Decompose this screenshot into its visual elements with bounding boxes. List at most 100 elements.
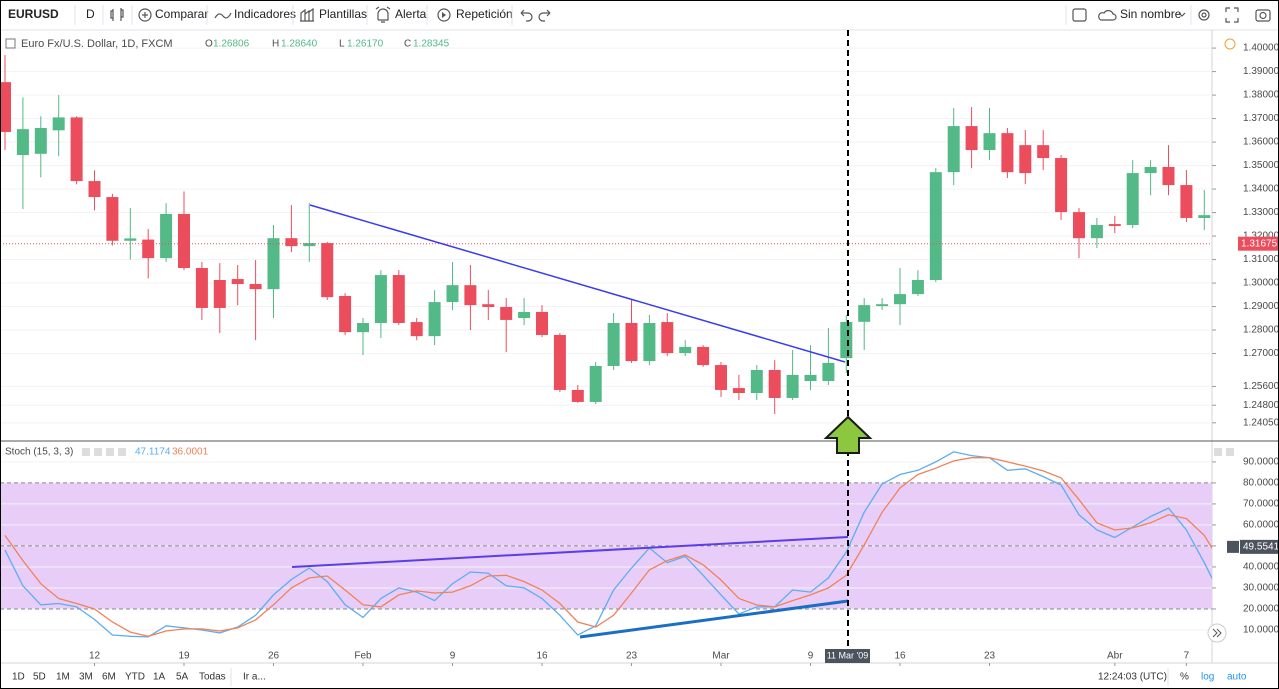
stoch-icon[interactable] bbox=[94, 448, 102, 456]
stoch-icon[interactable] bbox=[118, 448, 126, 456]
candle-body bbox=[88, 181, 101, 198]
fullscreen-button[interactable] bbox=[1225, 7, 1239, 23]
redo-button[interactable] bbox=[538, 9, 551, 22]
range-button[interactable]: YTD bbox=[125, 672, 145, 683]
compare-icon[interactable] bbox=[138, 8, 152, 22]
range-button[interactable]: 6M bbox=[102, 672, 116, 683]
replay-button[interactable]: Repetición bbox=[456, 7, 513, 21]
range-button[interactable]: Todas bbox=[199, 672, 226, 683]
compare-button[interactable]: Comparar bbox=[155, 7, 208, 21]
x-tick-label: 23 bbox=[626, 651, 638, 662]
legend-open: 1.26806 bbox=[213, 39, 250, 50]
templates-button[interactable]: Plantillas bbox=[319, 7, 367, 21]
x-tick-label: Abr bbox=[1107, 651, 1123, 662]
candle-body bbox=[679, 346, 692, 354]
candle-body bbox=[1144, 166, 1157, 174]
goto-button[interactable]: Ir a... bbox=[243, 672, 266, 683]
range-button[interactable]: 3M bbox=[79, 672, 93, 683]
candle-body bbox=[303, 243, 316, 247]
range-button[interactable]: 1D bbox=[12, 672, 25, 683]
candle-body bbox=[1090, 225, 1103, 239]
stoch-icon[interactable] bbox=[82, 448, 90, 456]
price-trendline bbox=[309, 204, 846, 363]
stoch-line bbox=[4, 457, 1212, 637]
candle-body bbox=[1108, 224, 1121, 226]
candle-body bbox=[1019, 145, 1032, 174]
candle-body bbox=[840, 321, 853, 359]
x-tick-label: 12 bbox=[89, 651, 101, 662]
log-toggle[interactable]: log bbox=[1201, 672, 1214, 683]
candle-body bbox=[339, 295, 352, 333]
indicators-icon[interactable] bbox=[214, 12, 232, 19]
stoch-line bbox=[4, 451, 1212, 638]
y-tick-label: 1.25600 bbox=[1243, 381, 1279, 392]
pane-button[interactable] bbox=[1214, 448, 1222, 456]
alert-marker[interactable] bbox=[1224, 38, 1236, 50]
y-tick-label: 20.0000 bbox=[1243, 604, 1279, 615]
range-button[interactable]: 1M bbox=[56, 672, 70, 683]
layout-icon[interactable] bbox=[1072, 8, 1087, 22]
candle-body bbox=[1126, 173, 1139, 226]
alert-icon[interactable] bbox=[375, 6, 391, 23]
candle-body bbox=[249, 283, 262, 290]
undo-button[interactable] bbox=[520, 9, 533, 22]
candle-body bbox=[786, 374, 799, 398]
indicators-button[interactable]: Indicadores bbox=[234, 7, 296, 21]
legend-c: C bbox=[404, 39, 411, 50]
legend-high: 1.28640 bbox=[281, 39, 318, 50]
pane-button[interactable] bbox=[1226, 448, 1234, 456]
candle-body bbox=[70, 117, 83, 182]
candle-body bbox=[715, 365, 727, 390]
candle-body bbox=[553, 334, 566, 390]
stoch-k-readout: 47.1174 bbox=[135, 447, 171, 458]
candle-body bbox=[160, 213, 173, 259]
percent-toggle[interactable]: % bbox=[1180, 672, 1189, 683]
candle-body bbox=[357, 322, 369, 333]
y-tick-label: 1.33000 bbox=[1243, 207, 1279, 218]
cursor-add-button[interactable] bbox=[1227, 540, 1239, 553]
candle-body bbox=[482, 304, 495, 308]
y-tick-label: 70.0000 bbox=[1243, 499, 1279, 510]
chart-type-icon[interactable] bbox=[110, 8, 124, 21]
candle-body bbox=[876, 304, 889, 307]
layout-name[interactable]: Sin nombre bbox=[1120, 7, 1182, 21]
replay-icon[interactable] bbox=[437, 8, 451, 22]
candle-body bbox=[195, 268, 208, 308]
candle-body bbox=[643, 322, 656, 362]
alert-button[interactable]: Alerta bbox=[395, 7, 427, 21]
y-tick-label: 10.0000 bbox=[1243, 625, 1279, 636]
last-price-label: 1.31675 bbox=[1241, 238, 1278, 249]
auto-toggle[interactable]: auto bbox=[1227, 672, 1247, 683]
candle-body bbox=[410, 322, 423, 337]
range-button[interactable]: 1A bbox=[153, 672, 166, 683]
candle-body bbox=[822, 362, 835, 382]
candle-body bbox=[428, 302, 441, 337]
candle-body bbox=[750, 369, 763, 394]
symbol[interactable]: EURUSD bbox=[8, 7, 59, 21]
candle-body bbox=[446, 285, 459, 303]
stoch-icon[interactable] bbox=[106, 448, 114, 456]
replay-icon-play bbox=[442, 12, 446, 18]
layout-menu-arrow[interactable] bbox=[1178, 12, 1186, 17]
y-tick-label: 1.38000 bbox=[1243, 90, 1279, 101]
y-tick-label: 1.36000 bbox=[1243, 137, 1279, 148]
price-legend: Euro Fx/U.S. Dollar, 1D, FXCM O 1.26806 … bbox=[5, 38, 1236, 50]
candle-body bbox=[1055, 158, 1068, 213]
candle-body bbox=[0, 82, 11, 132]
range-button[interactable]: 5A bbox=[176, 672, 189, 683]
cursor-value-label: 49.5541 bbox=[1243, 542, 1279, 553]
settings-button[interactable] bbox=[1198, 9, 1210, 21]
x-tick-label: 16 bbox=[536, 651, 548, 662]
snapshot-button[interactable] bbox=[1255, 9, 1271, 22]
candle-body bbox=[52, 117, 65, 131]
range-button[interactable]: 5D bbox=[33, 672, 46, 683]
interval-button[interactable]: D bbox=[86, 7, 95, 21]
candle-body bbox=[589, 365, 602, 402]
candle-body bbox=[571, 389, 584, 402]
candle-body bbox=[858, 305, 871, 322]
legend-collapse-icon[interactable] bbox=[5, 38, 16, 49]
y-tick-label: 1.32000 bbox=[1243, 231, 1279, 242]
templates-icon[interactable] bbox=[300, 7, 314, 22]
candle-body bbox=[894, 294, 906, 305]
